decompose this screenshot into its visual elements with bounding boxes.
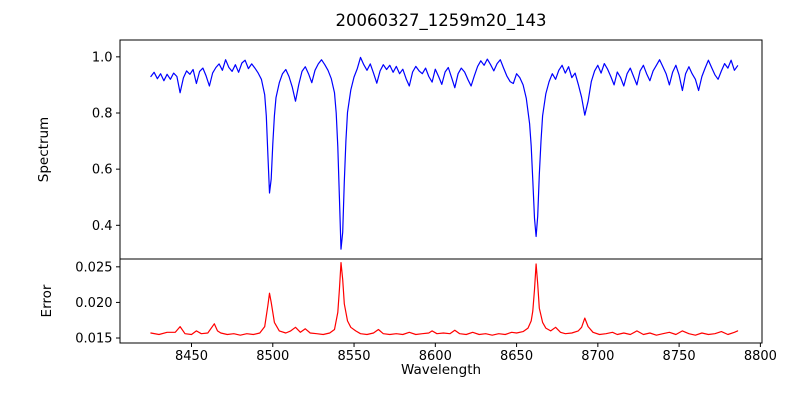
spectrum-y-tick-label: 1.0	[92, 50, 113, 65]
x-tick-label: 8750	[663, 349, 696, 364]
x-tick-label: 8500	[256, 349, 289, 364]
spectrum-y-tick-label: 0.6	[92, 163, 113, 178]
error-y-tick-label: 0.020	[75, 296, 112, 311]
spectrum-y-axis-label: Spectrum	[36, 117, 52, 182]
x-tick-label: 8450	[175, 349, 208, 364]
error-y-tick-label: 0.025	[75, 260, 112, 275]
x-axis-label: Wavelength	[400, 362, 482, 378]
spectrum-y-tick-label: 0.4	[92, 219, 113, 234]
error-y-axis-label: Error	[39, 284, 55, 317]
error-line	[150, 262, 739, 336]
x-tick-label: 8700	[581, 349, 614, 364]
x-tick-label: 8800	[744, 349, 777, 364]
spectrum-y-tick-label: 0.8	[92, 107, 113, 122]
x-tick-label: 8600	[419, 349, 452, 364]
x-tick-label: 8550	[337, 349, 370, 364]
spectrum-line	[150, 56, 739, 250]
x-tick-label: 8650	[500, 349, 533, 364]
chart-title: 20060327_1259m20_143	[335, 11, 547, 30]
axes-frame	[119, 39, 763, 344]
error-y-tick-label: 0.015	[75, 332, 112, 347]
